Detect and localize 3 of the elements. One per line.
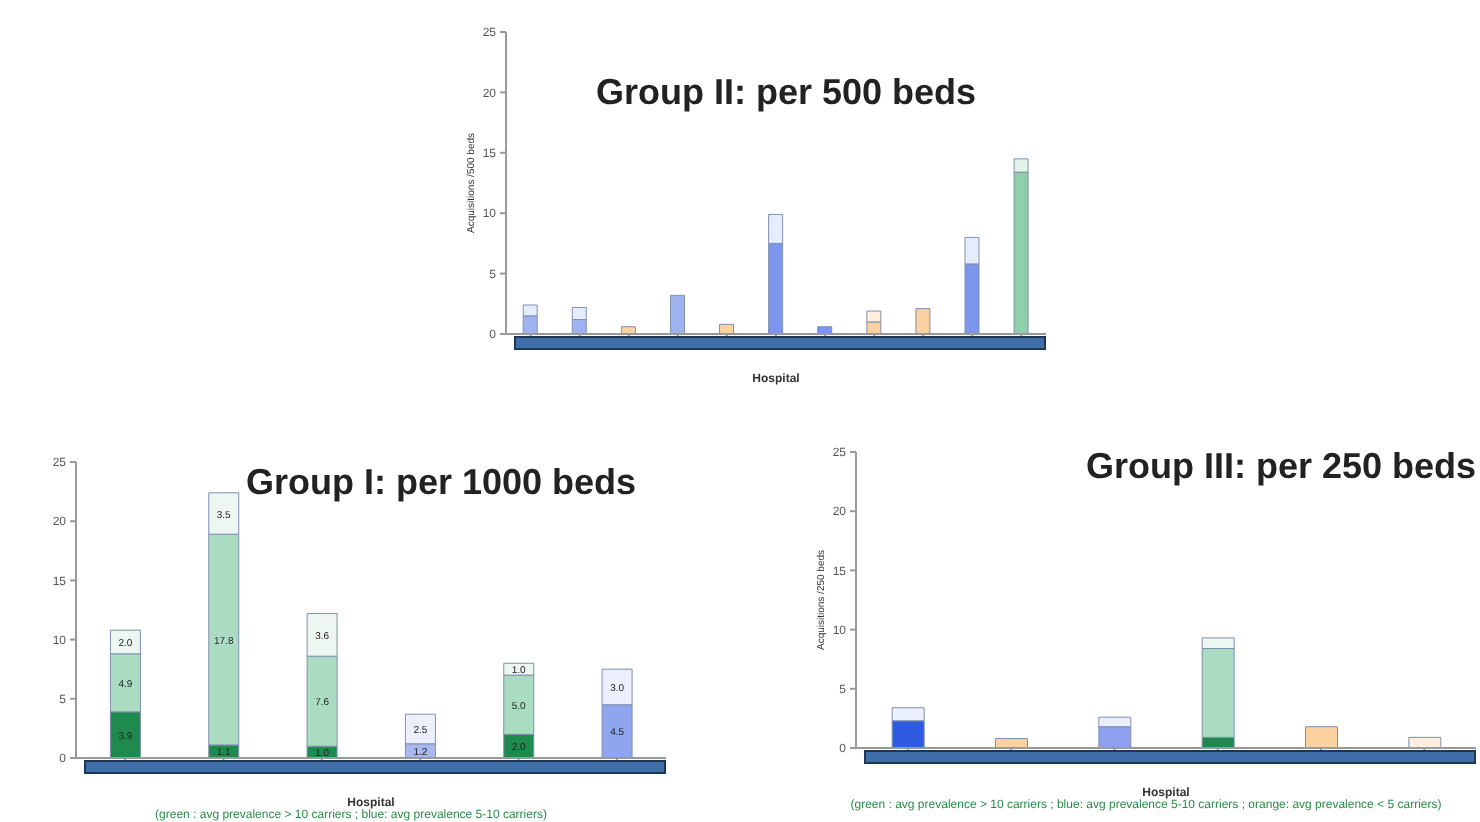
text: Group II: per 500 beds: [596, 72, 977, 114]
chart-title: Group I: per 1000 beds: [246, 462, 637, 504]
chart-title: Group III: per 250 beds: [1086, 446, 1477, 488]
